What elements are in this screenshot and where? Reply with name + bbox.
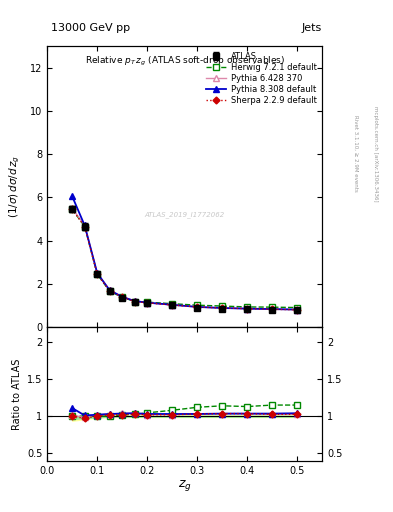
Sherpa 2.2.9 default (145, 300, 150, 306)
Herwig 7.2.1 default (70, 206, 75, 212)
Herwig 7.2.1 default (220, 303, 224, 309)
Sherpa 2.2.9 default (107, 288, 112, 294)
Y-axis label: Ratio to ATLAS: Ratio to ATLAS (13, 358, 22, 430)
Pythia 8.308 default (270, 306, 275, 312)
Sherpa 2.2.9 default (95, 271, 99, 277)
Pythia 6.428 370 (107, 287, 112, 293)
Text: Relative $p_T\,z_g$ (ATLAS soft-drop observables): Relative $p_T\,z_g$ (ATLAS soft-drop obs… (84, 54, 285, 68)
Pythia 8.308 default (145, 300, 150, 306)
Herwig 7.2.1 default (107, 288, 112, 294)
Pythia 8.308 default (70, 193, 75, 199)
Sherpa 2.2.9 default (295, 307, 299, 313)
Sherpa 2.2.9 default (120, 294, 125, 300)
Line: Sherpa 2.2.9 default: Sherpa 2.2.9 default (70, 207, 300, 312)
Text: 13000 GeV pp: 13000 GeV pp (51, 23, 130, 33)
Herwig 7.2.1 default (170, 301, 174, 307)
Pythia 6.428 370 (95, 270, 99, 276)
Sherpa 2.2.9 default (132, 298, 137, 305)
Text: Rivet 3.1.10, ≥ 2.9M events: Rivet 3.1.10, ≥ 2.9M events (354, 115, 359, 192)
Sherpa 2.2.9 default (195, 304, 200, 310)
Pythia 6.428 370 (170, 302, 174, 308)
Sherpa 2.2.9 default (220, 305, 224, 311)
Pythia 8.308 default (132, 298, 137, 304)
Herwig 7.2.1 default (95, 271, 99, 277)
Pythia 6.428 370 (270, 306, 275, 312)
Herwig 7.2.1 default (120, 294, 125, 300)
Text: ATLAS_2019_I1772062: ATLAS_2019_I1772062 (145, 211, 225, 218)
Herwig 7.2.1 default (245, 304, 250, 310)
Herwig 7.2.1 default (270, 304, 275, 310)
Line: Pythia 6.428 370: Pythia 6.428 370 (70, 205, 300, 312)
Pythia 8.308 default (95, 270, 99, 276)
X-axis label: $z_g$: $z_g$ (178, 478, 192, 494)
Pythia 8.308 default (295, 307, 299, 313)
Pythia 6.428 370 (295, 307, 299, 313)
Sherpa 2.2.9 default (70, 206, 75, 212)
Pythia 8.308 default (245, 306, 250, 312)
Herwig 7.2.1 default (82, 223, 87, 229)
Pythia 6.428 370 (145, 300, 150, 306)
Pythia 8.308 default (120, 294, 125, 300)
Line: Herwig 7.2.1 default: Herwig 7.2.1 default (70, 206, 300, 310)
Pythia 8.308 default (220, 305, 224, 311)
Pythia 6.428 370 (82, 222, 87, 228)
Text: Jets: Jets (302, 23, 322, 33)
Herwig 7.2.1 default (295, 305, 299, 311)
Pythia 6.428 370 (195, 304, 200, 310)
Pythia 8.308 default (195, 304, 200, 310)
Herwig 7.2.1 default (145, 299, 150, 305)
Pythia 8.308 default (107, 287, 112, 293)
Sherpa 2.2.9 default (170, 302, 174, 308)
Y-axis label: $(1/\sigma)\,d\sigma/d\,z_g$: $(1/\sigma)\,d\sigma/d\,z_g$ (8, 155, 22, 218)
Herwig 7.2.1 default (195, 302, 200, 308)
Pythia 6.428 370 (245, 306, 250, 312)
Pythia 6.428 370 (132, 298, 137, 304)
Line: Pythia 8.308 default: Pythia 8.308 default (70, 194, 300, 312)
Sherpa 2.2.9 default (82, 223, 87, 229)
Pythia 6.428 370 (220, 305, 224, 311)
Text: mcplots.cern.ch [arXiv:1306.3436]: mcplots.cern.ch [arXiv:1306.3436] (373, 106, 378, 201)
Pythia 6.428 370 (120, 294, 125, 300)
Sherpa 2.2.9 default (245, 306, 250, 312)
Herwig 7.2.1 default (132, 298, 137, 305)
Pythia 8.308 default (170, 302, 174, 308)
Sherpa 2.2.9 default (270, 306, 275, 312)
Pythia 6.428 370 (70, 205, 75, 211)
Pythia 8.308 default (82, 222, 87, 228)
Legend: ATLAS, Herwig 7.2.1 default, Pythia 6.428 370, Pythia 8.308 default, Sherpa 2.2.: ATLAS, Herwig 7.2.1 default, Pythia 6.42… (204, 50, 318, 107)
